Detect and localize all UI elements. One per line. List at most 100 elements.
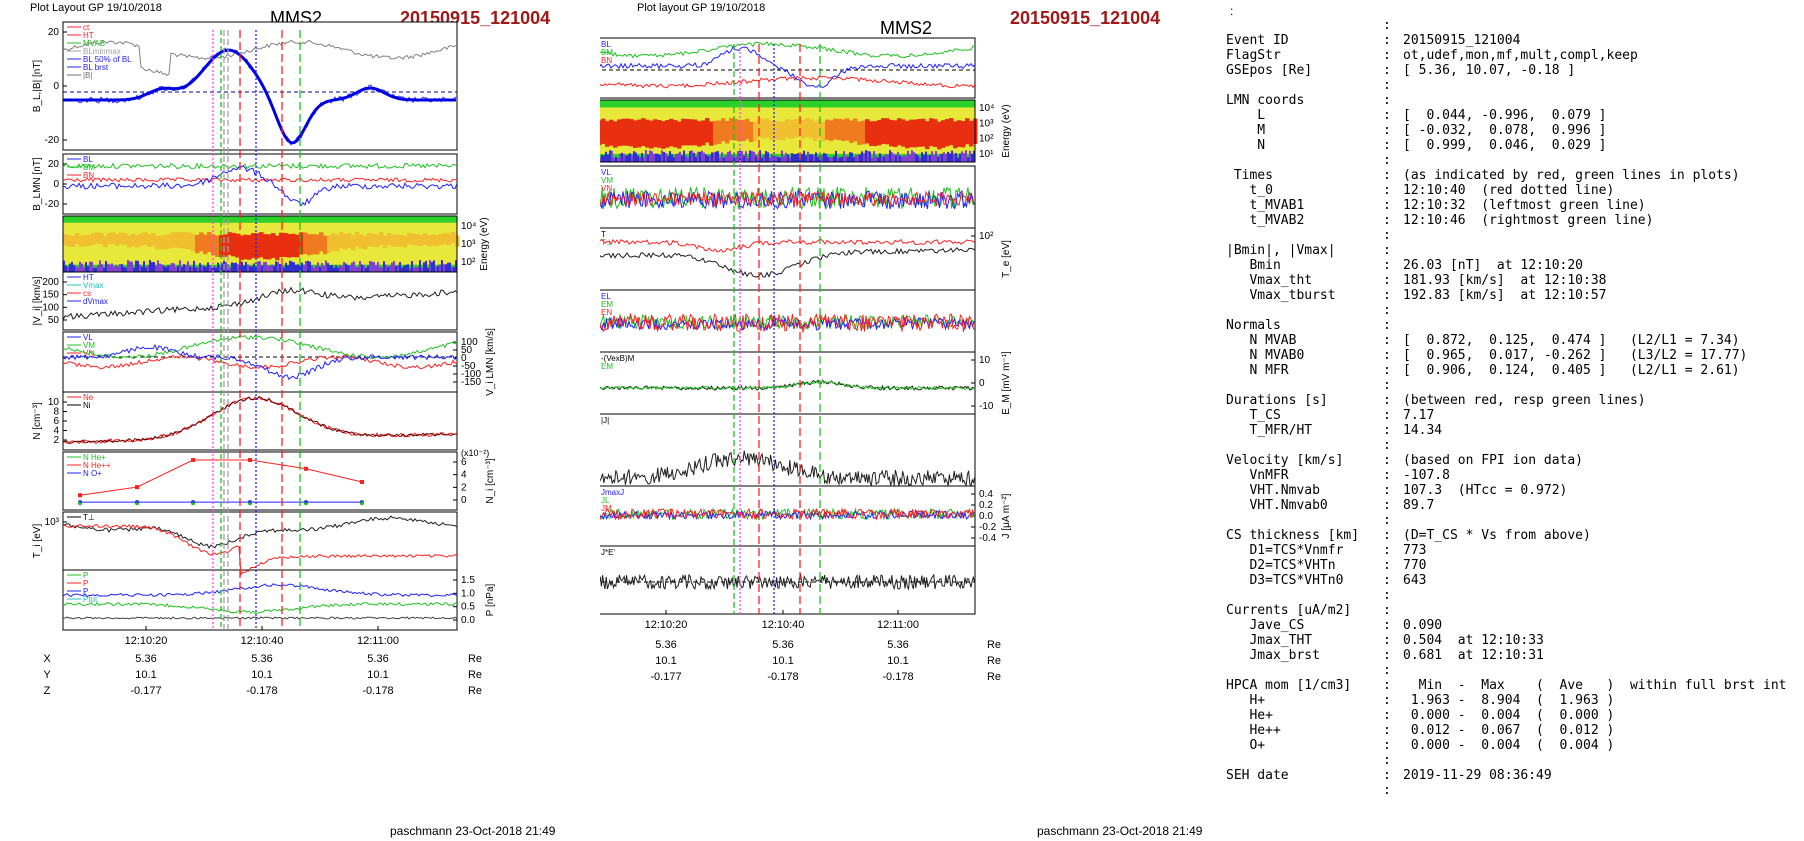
- spectrogram-cell: [335, 234, 340, 251]
- spectrogram-noise: [761, 158, 763, 162]
- info-key: D1=TCS*Vnmfr: [1226, 543, 1383, 558]
- spectrogram-noise: [815, 152, 817, 162]
- spectrogram-cell: [99, 233, 104, 244]
- spectrogram-cell: [279, 233, 284, 257]
- info-colon: :: [1383, 348, 1403, 363]
- y-tick-label: 10³: [461, 239, 476, 250]
- spectrogram-cell: [737, 120, 742, 141]
- info-value: 773: [1403, 543, 1426, 558]
- coord-value: -0.177: [130, 685, 161, 697]
- spectrogram-noise: [911, 150, 913, 162]
- info-colon: :: [1383, 453, 1403, 468]
- spectrogram-noise: [925, 152, 927, 162]
- spectrogram-noise: [393, 261, 395, 272]
- spectrogram-noise: [871, 158, 873, 162]
- y-tick-label: 0.5: [461, 602, 475, 613]
- legend-entry: BN: [83, 171, 94, 180]
- spectrogram-noise: [129, 261, 131, 272]
- spectrogram-noise: [377, 262, 379, 272]
- info-key: Event ID: [1226, 33, 1383, 48]
- info-line: :: [1226, 753, 1787, 768]
- info-colon: :: [1383, 708, 1403, 723]
- info-line: N MVAB0:[ 0.965, 0.017, -0.262 ] (L3/L2 …: [1226, 348, 1787, 363]
- he-pp-point: [304, 467, 308, 471]
- spectrogram-noise: [713, 152, 715, 162]
- spectrogram-noise: [781, 151, 783, 162]
- spectrogram-noise: [207, 262, 209, 272]
- info-key: He++: [1226, 723, 1383, 738]
- spectrogram-noise: [453, 267, 455, 272]
- spectrogram-noise: [187, 261, 189, 272]
- y-axis-label: B_LMN [nT]: [32, 157, 43, 211]
- panel-frame: [63, 452, 457, 510]
- spectrogram-noise: [779, 158, 781, 162]
- spectrogram-noise: [191, 267, 193, 272]
- spectrogram-noise: [649, 150, 651, 162]
- spectrogram-noise: [297, 264, 299, 272]
- spectrogram-cell: [347, 233, 352, 248]
- spectrogram-noise: [831, 157, 833, 162]
- info-line: T_MFR/HT:14.34: [1226, 423, 1787, 438]
- spectrogram-cell: [813, 121, 818, 140]
- spectrogram-cell: [705, 118, 710, 143]
- spectrogram-noise: [329, 265, 331, 272]
- spectrogram-noise: [663, 152, 665, 162]
- spectrogram-noise: [865, 150, 867, 162]
- spectrogram-cell: [777, 121, 782, 140]
- spectrogram-noise: [693, 153, 695, 162]
- spectrogram-noise: [301, 263, 303, 272]
- info-key: [1226, 663, 1383, 678]
- spectrogram-noise: [237, 264, 239, 272]
- info-colon: :: [1383, 738, 1403, 753]
- spectrogram-cell: [621, 119, 626, 146]
- spectrogram-noise: [251, 266, 253, 272]
- coord-value: 10.1: [135, 669, 156, 681]
- he-pp-point: [248, 458, 252, 462]
- spectrogram-cell: [251, 233, 256, 258]
- spectrogram-noise: [965, 150, 967, 162]
- spectrogram-noise: [625, 156, 627, 162]
- panel-frame: [63, 154, 457, 214]
- spectrogram-noise: [833, 156, 835, 162]
- spectrogram-noise: [811, 154, 813, 162]
- spectrogram-noise: [95, 268, 97, 272]
- legend-entry: EM: [601, 362, 613, 371]
- spectrogram-noise: [717, 151, 719, 162]
- spectrogram-cell: [207, 232, 212, 252]
- spectrogram-cell: [809, 119, 814, 138]
- spectrogram-noise: [913, 152, 915, 162]
- y-tick-label: 0.0: [461, 615, 475, 626]
- info-colon: :: [1383, 288, 1403, 303]
- spectrogram-noise: [361, 264, 363, 272]
- spectrogram-noise: [423, 262, 425, 272]
- spectrogram-cell: [925, 121, 930, 149]
- spectrogram-cell: [419, 235, 424, 246]
- spectrogram-cell: [637, 120, 642, 148]
- spectrogram-noise: [199, 263, 201, 272]
- spectrogram-noise: [891, 152, 893, 162]
- info-colon: :: [1383, 468, 1403, 483]
- info-key: H+: [1226, 693, 1383, 708]
- spectrogram-cell: [379, 232, 384, 245]
- spectrogram-noise: [345, 264, 347, 272]
- spectrogram-noise: [249, 266, 251, 272]
- spectrogram-cell: [179, 232, 184, 248]
- info-line: Event ID:20150915_121004: [1226, 33, 1787, 48]
- spectrogram-noise: [729, 151, 731, 162]
- info-colon: :: [1383, 558, 1403, 573]
- spectrogram-noise: [617, 158, 619, 162]
- left-panel-7: 6420 N_i [cm⁻³]N He+N He++N O+: [63, 452, 496, 510]
- spectrogram-noise: [765, 151, 767, 162]
- info-key: LMN coords: [1226, 93, 1383, 108]
- spectrogram-noise: [367, 266, 369, 272]
- spectrogram-cell: [605, 121, 610, 147]
- spectrogram-noise: [397, 265, 399, 272]
- spectrogram-noise: [937, 157, 939, 162]
- info-colon: :: [1383, 633, 1403, 648]
- info-colon: :: [1383, 363, 1403, 378]
- y-tick-label: 10⁴: [461, 221, 476, 232]
- info-key: [1226, 228, 1383, 243]
- spectrogram-noise: [929, 155, 931, 162]
- panel-frame: [63, 570, 457, 630]
- spectrogram-noise: [873, 151, 875, 162]
